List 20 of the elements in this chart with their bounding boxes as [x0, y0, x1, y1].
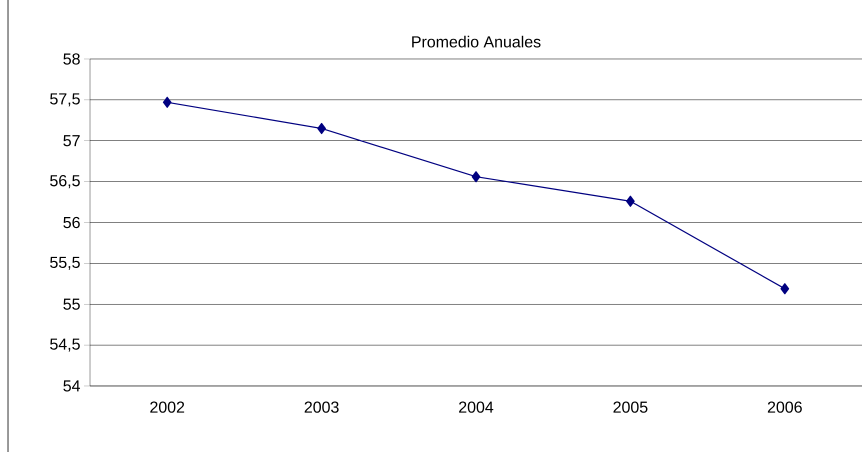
point	[780, 283, 790, 294]
x-tick-label: 2002	[150, 402, 184, 413]
y-tick-label: 56,5	[50, 175, 80, 188]
y-tick-label: 54,5	[50, 338, 80, 352]
y-tick-label: 58	[63, 53, 80, 65]
point	[472, 171, 480, 182]
point	[626, 196, 635, 207]
point	[162, 96, 172, 108]
point	[317, 122, 326, 134]
x-tick-label: 2003	[304, 402, 339, 413]
x-tick-label: 2005	[613, 402, 648, 413]
chart-title: Promedio Anuales	[412, 36, 541, 48]
y-tick-label: 57	[63, 135, 80, 146]
y-tick-label: 55	[63, 298, 80, 310]
x-tick-label: 2006	[768, 402, 802, 413]
y-tick-label: 55,5	[50, 256, 80, 270]
y-tick-label: 56	[63, 216, 80, 228]
y-tick-label: 57,5	[50, 93, 80, 106]
x-tick-label: 2004	[459, 402, 494, 413]
y-tick-label: 54	[63, 380, 80, 392]
